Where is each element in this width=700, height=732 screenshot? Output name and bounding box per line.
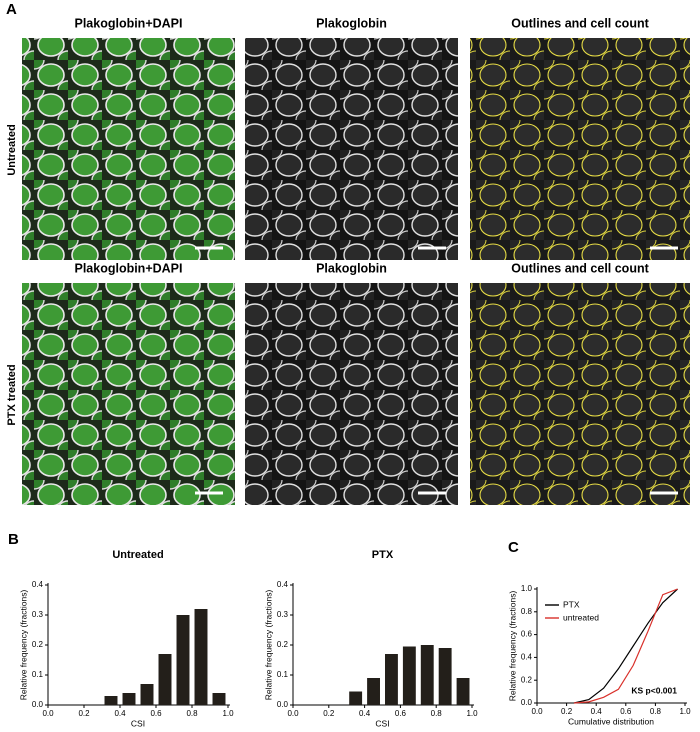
line xyxy=(573,588,678,704)
micrograph xyxy=(470,283,690,505)
x-tick-label: 1.0 xyxy=(466,709,478,718)
x-tick-label: 0.4 xyxy=(114,709,126,718)
x-tick-label: 0.8 xyxy=(431,709,443,718)
y-tick-label: 0.2 xyxy=(521,675,533,684)
micrograph xyxy=(22,283,235,505)
bar xyxy=(438,648,452,705)
x-tick-label: 0.0 xyxy=(42,709,54,718)
x-tick-label: 0.2 xyxy=(561,707,573,716)
x-tick-label: 0.8 xyxy=(186,709,198,718)
bar xyxy=(456,678,470,705)
bar xyxy=(212,693,226,705)
micrograph xyxy=(245,283,458,505)
x-tick-label: 0.8 xyxy=(650,707,662,716)
x-tick-label: 0.2 xyxy=(78,709,90,718)
bar xyxy=(402,646,416,705)
panel-label: A xyxy=(6,1,17,18)
image-title: Outlines and cell count xyxy=(511,16,649,30)
bar xyxy=(420,645,434,705)
y-tick-label: 0.4 xyxy=(277,580,289,589)
legend-label: PTX xyxy=(563,599,580,609)
x-tick-label: 0.6 xyxy=(395,709,407,718)
y-axis-label: Relative frequency (fractions) xyxy=(263,590,273,701)
panel-label: C xyxy=(508,539,519,556)
micrograph xyxy=(470,38,690,260)
x-tick-label: 0.0 xyxy=(531,707,543,716)
bar xyxy=(367,678,380,705)
y-tick-label: 0.8 xyxy=(521,607,533,616)
image-title: Plakoglobin xyxy=(316,16,387,30)
x-tick-label: 0.6 xyxy=(150,709,162,718)
x-axis-label: Cumulative distribution xyxy=(568,716,654,726)
y-axis-label: Relative frequency (fractions) xyxy=(507,591,517,702)
y-tick-label: 0.0 xyxy=(521,698,533,707)
x-tick-label: 0.4 xyxy=(591,707,603,716)
image-title: Plakoglobin+DAPI xyxy=(74,16,182,30)
image-title: Plakoglobin+DAPI xyxy=(74,261,182,275)
x-tick-label: 0.4 xyxy=(359,709,371,718)
x-axis-label: CSI xyxy=(131,718,145,728)
micrograph xyxy=(22,38,235,260)
y-tick-label: 0.6 xyxy=(521,630,533,639)
bar xyxy=(140,684,154,705)
y-tick-label: 0.0 xyxy=(32,700,44,709)
x-tick-label: 0.2 xyxy=(323,709,335,718)
x-tick-label: 0.0 xyxy=(287,709,299,718)
x-tick-label: 1.0 xyxy=(222,709,234,718)
y-tick-label: 0.3 xyxy=(277,610,289,619)
x-axis-label: CSI xyxy=(375,718,389,728)
bar xyxy=(104,696,118,705)
legend-label: untreated xyxy=(563,612,599,622)
chart-title: Untreated xyxy=(112,549,163,561)
y-tick-label: 0.3 xyxy=(32,610,44,619)
y-tick-label: 0.0 xyxy=(277,700,289,709)
y-tick-label: 1.0 xyxy=(521,584,533,593)
row-label: PTX treated xyxy=(6,364,18,425)
y-tick-label: 0.1 xyxy=(277,670,289,679)
line xyxy=(573,588,679,704)
panel-label: B xyxy=(8,531,19,548)
y-tick-label: 0.1 xyxy=(32,670,44,679)
image-title: Plakoglobin xyxy=(316,261,387,275)
annotation: KS p<0.001 xyxy=(631,685,677,695)
image-title: Outlines and cell count xyxy=(511,261,649,275)
y-tick-label: 0.2 xyxy=(277,640,289,649)
y-tick-label: 0.4 xyxy=(32,580,44,589)
y-axis-label: Relative frequency (fractions) xyxy=(18,590,28,701)
chart-title: PTX xyxy=(372,549,394,561)
bar xyxy=(122,693,136,705)
y-tick-label: 0.2 xyxy=(32,640,44,649)
bar xyxy=(385,654,398,705)
bar xyxy=(158,654,172,705)
x-tick-label: 1.0 xyxy=(679,707,691,716)
bar xyxy=(176,615,190,705)
bar xyxy=(349,691,363,705)
y-tick-label: 0.4 xyxy=(521,653,533,662)
x-tick-label: 0.6 xyxy=(620,707,632,716)
micrograph xyxy=(245,38,458,260)
bar xyxy=(194,609,208,705)
row-label: Untreated xyxy=(6,124,18,175)
